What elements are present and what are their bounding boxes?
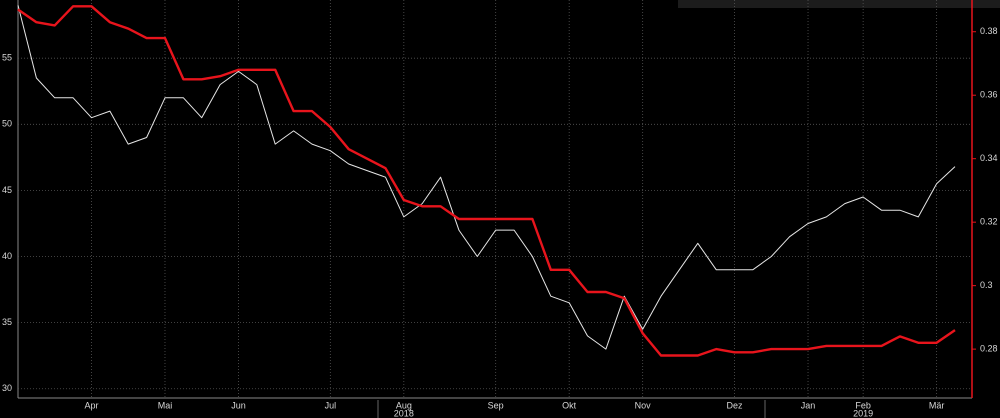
- x-tick-label: Sep: [488, 400, 504, 410]
- y-tick-label: 55: [2, 53, 12, 63]
- header-box: [678, 0, 1000, 8]
- y2-tick-label: 0.28: [980, 343, 998, 353]
- x-tick-label: Jul: [325, 400, 337, 410]
- x-year-label: 2018: [394, 408, 414, 418]
- x-tick-label: Jun: [231, 400, 246, 410]
- x-tick-label: Okt: [562, 400, 577, 410]
- y-tick-label: 45: [2, 185, 12, 195]
- y2-tick-label: 0.3: [980, 280, 993, 290]
- x-tick-label: Mär: [929, 400, 945, 410]
- y2-tick-label: 0.36: [980, 90, 998, 100]
- x-year-label: 2019: [853, 408, 873, 418]
- y-tick-label: 30: [2, 383, 12, 393]
- x-tick-label: Feb: [855, 400, 871, 410]
- y-tick-label: 40: [2, 251, 12, 261]
- series-line: [17, 5, 956, 350]
- x-tick-label: Nov: [635, 400, 652, 410]
- y2-tick-label: 0.38: [980, 26, 998, 36]
- y-tick-label: 50: [2, 119, 12, 129]
- y-tick-label: 35: [2, 317, 12, 327]
- x-tick-label: Jan: [801, 400, 816, 410]
- x-tick-label: Mai: [158, 400, 173, 410]
- y2-tick-label: 0.34: [980, 153, 998, 163]
- x-tick-label: Apr: [84, 400, 98, 410]
- series-line: [17, 5, 956, 357]
- x-tick-label: Aug: [396, 400, 412, 410]
- x-tick-label: Dez: [727, 400, 744, 410]
- y2-tick-label: 0.32: [980, 217, 998, 227]
